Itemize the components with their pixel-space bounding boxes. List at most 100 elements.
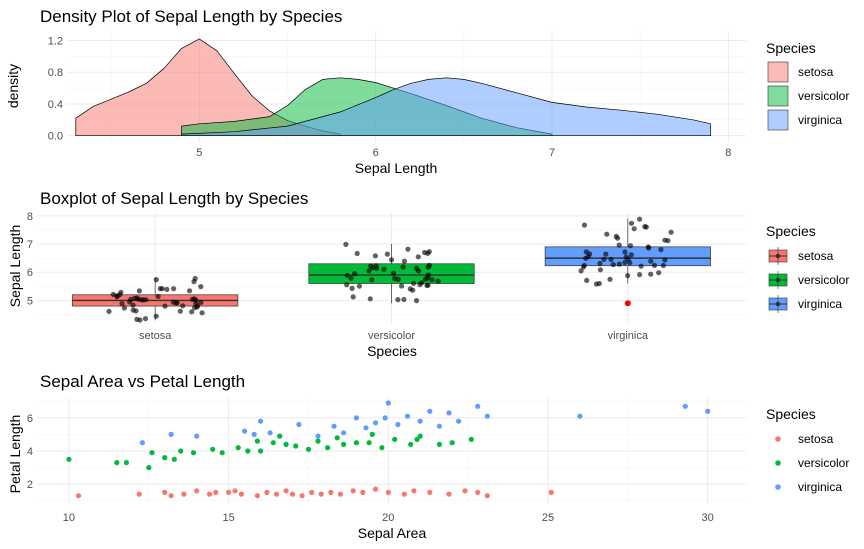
scatter-x-tick-label: 20	[382, 512, 394, 524]
scatter-point-versicolor	[379, 445, 385, 451]
legend-item-virginica: virginica	[775, 480, 842, 494]
jitter-point	[132, 295, 138, 301]
scatter-y-tick-label: 4	[27, 446, 33, 458]
scatter-point-setosa	[283, 488, 289, 494]
scatter-point-virginica	[682, 403, 688, 409]
density-area-virginica	[181, 77, 712, 137]
jitter-point	[607, 276, 613, 282]
scatter-point-virginica	[258, 418, 264, 424]
boxplot-y-tick-label: 7	[27, 239, 33, 251]
scatter-point-virginica	[353, 415, 359, 421]
scatter-point-setosa	[328, 489, 334, 495]
jitter-point	[189, 309, 195, 315]
scatter-point-versicolor	[315, 438, 321, 444]
jitter-point	[637, 272, 643, 278]
legend-key-versicolor	[775, 460, 781, 466]
legend-item-versicolor: versicolor	[767, 85, 849, 107]
jitter-point	[415, 254, 421, 260]
jitter-point	[593, 281, 600, 287]
scatter-point-virginica	[484, 413, 490, 419]
legend-label-setosa: setosa	[798, 249, 834, 263]
jitter-point	[171, 286, 177, 292]
legend-label-setosa: setosa	[798, 432, 834, 446]
jitter-point	[660, 262, 667, 269]
scatter-points	[66, 400, 711, 499]
scatter-point-virginica	[385, 400, 391, 406]
scatter-point-virginica	[427, 408, 433, 414]
jitter-point	[628, 220, 635, 226]
jitter-point	[343, 241, 349, 247]
scatter-point-setosa	[484, 493, 490, 499]
legend-label-versicolor: versicolor	[798, 89, 849, 103]
boxplot-y-tick-label: 8	[27, 211, 33, 223]
scatter-point-setosa	[446, 491, 452, 497]
scatter-y-axis-title: Petal Length	[7, 415, 23, 494]
jitter-point	[127, 299, 133, 305]
scatter-point-versicolor	[325, 445, 331, 451]
jitter-point	[189, 296, 195, 302]
jitter-point	[597, 260, 603, 267]
box-setosa	[72, 277, 239, 321]
scatter-point-virginica	[315, 433, 321, 439]
jitter-point	[395, 297, 401, 303]
scatter-point-setosa	[238, 491, 244, 497]
scatter-x-tick-label: 25	[542, 512, 554, 524]
jitter-point	[106, 308, 112, 314]
density-tick-labels: 5 6 7 8 0.0 0.4 0.8 1.2	[48, 36, 732, 159]
jitter-point	[381, 266, 387, 272]
scatter-point-versicolor	[417, 433, 423, 439]
scatter-point-versicolor	[258, 448, 264, 454]
legend-item-virginica: virginica	[768, 295, 842, 313]
scatter-y-tick-label: 2	[27, 479, 33, 491]
legend-label-versicolor: versicolor	[798, 273, 849, 287]
jitter-point	[662, 257, 668, 263]
boxplot-chart-title: Boxplot of Sepal Length by Species	[40, 189, 308, 208]
scatter-point-versicolor	[408, 441, 414, 447]
scatter-point-versicolor	[392, 436, 398, 442]
jitter-point	[399, 283, 405, 289]
jitter-point	[628, 252, 634, 258]
jitter-point	[198, 299, 204, 305]
scatter-point-setosa	[254, 493, 260, 499]
scatter-point-virginica	[139, 440, 145, 446]
jitter-point	[616, 261, 623, 267]
jitter-point	[348, 275, 354, 281]
scatter-point-virginica	[395, 421, 401, 428]
scatter-point-virginica	[363, 425, 369, 431]
jitter-point	[194, 304, 200, 310]
scatter-point-virginica	[251, 431, 257, 437]
legend-key-point	[775, 253, 781, 259]
scatter-point-versicolor	[178, 448, 184, 454]
jitter-point	[164, 286, 170, 292]
legend-key-virginica	[775, 484, 781, 490]
jitter-point	[352, 271, 358, 277]
jitter-point	[585, 254, 591, 260]
scatter-point-versicolor	[305, 446, 312, 452]
scatter-point-versicolor	[293, 443, 299, 449]
jitter-point	[192, 275, 198, 282]
scatter-point-versicolor	[449, 440, 455, 446]
scatter-point-versicolor	[334, 435, 340, 441]
boxplot-legend-title: Species	[766, 223, 816, 239]
jitter-point	[356, 283, 362, 289]
density-y-tick-label: 0.0	[48, 131, 63, 143]
jitter-point	[177, 308, 183, 314]
scatter-point-virginica	[456, 418, 462, 424]
jitter-point	[601, 256, 607, 262]
scatter-point-versicolor	[353, 440, 359, 446]
legend-label-virginica: virginica	[798, 113, 842, 127]
scatter-point-virginica	[417, 418, 423, 424]
scatter-legend: Species setosa versicolor virginica	[766, 406, 849, 494]
jitter-point	[627, 243, 634, 249]
jitter-point	[400, 264, 406, 270]
legend-label-virginica: virginica	[798, 297, 842, 311]
jitter-point	[631, 226, 637, 232]
scatter-x-tick-label: 15	[222, 512, 234, 524]
jitter-point	[401, 258, 407, 264]
jitter-point	[597, 267, 604, 273]
scatter-point-versicolor	[171, 456, 177, 462]
scatter-point-setosa	[168, 493, 174, 499]
legend-key-point	[775, 301, 781, 307]
scatter-point-versicolor	[277, 433, 283, 439]
density-y-tick-label: 0.4	[48, 99, 63, 111]
